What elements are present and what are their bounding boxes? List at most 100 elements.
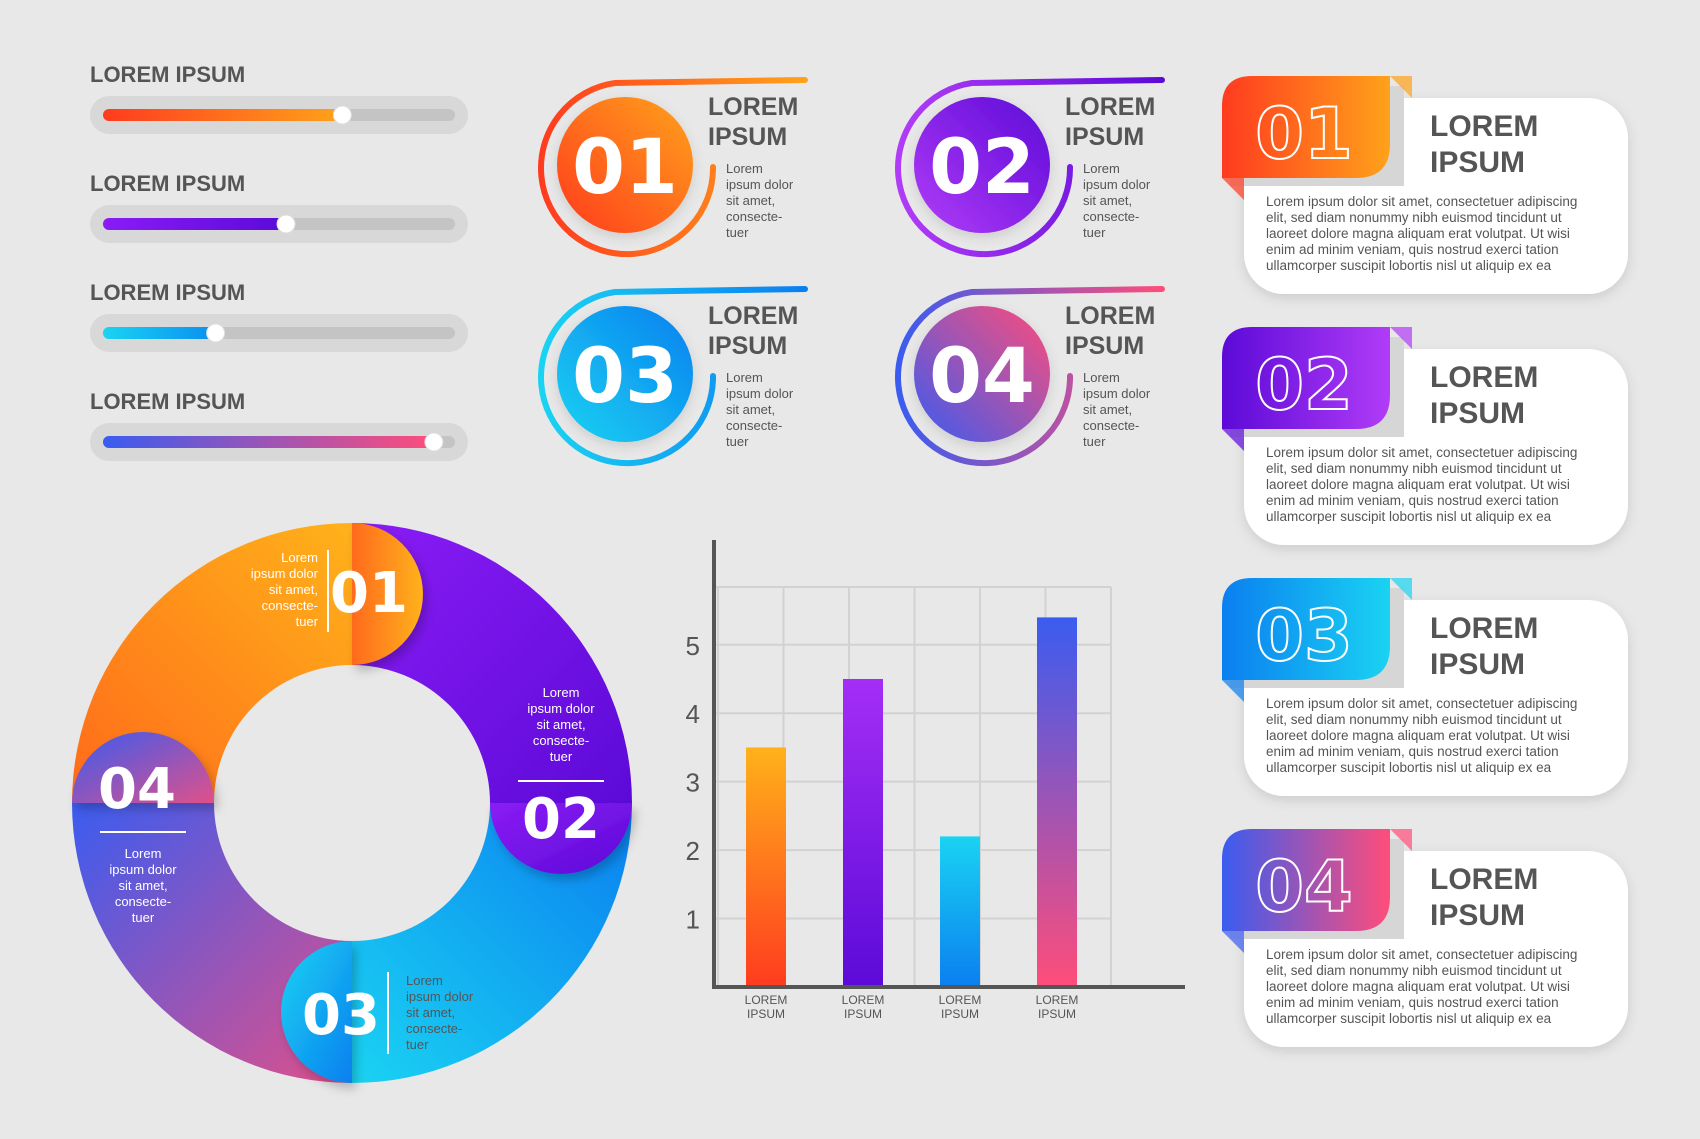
chart-y-tick-label: 1 bbox=[686, 905, 700, 935]
donut-cap-01: 01 Lorem ipsum dolor sit amet, consecte-… bbox=[251, 523, 423, 665]
badge-text-line: ipsum dolor bbox=[1083, 386, 1151, 401]
badge-circle bbox=[557, 306, 693, 442]
badge-title-line1: LOREM bbox=[1065, 302, 1155, 330]
slider-fill bbox=[103, 436, 434, 448]
badge-ring bbox=[895, 286, 1165, 467]
chart-x-tick-label: LOREM bbox=[745, 993, 788, 1007]
slider-label: LOREM IPSUM bbox=[90, 62, 245, 87]
card-body-line: Lorem ipsum dolor sit amet, consectetuer… bbox=[1266, 445, 1577, 460]
badge-text-line: sit amet, bbox=[1083, 402, 1132, 417]
slider-fill bbox=[103, 327, 216, 339]
donut-cap bbox=[72, 732, 214, 803]
donut-text-line: consecte- bbox=[262, 598, 318, 613]
card-fold bbox=[1222, 680, 1244, 702]
donut-text-line: sit amet, bbox=[536, 717, 585, 732]
card-01: 01 LOREM IPSUM Lorem ipsum dolor sit ame… bbox=[1222, 76, 1628, 294]
slider-4: LOREM IPSUM bbox=[90, 389, 468, 461]
donut-text-line: Lorem bbox=[125, 846, 162, 861]
card-title-line2: IPSUM bbox=[1430, 648, 1525, 681]
slider-1: LOREM IPSUM bbox=[90, 62, 468, 134]
badge-ring bbox=[538, 286, 808, 467]
chart-bar bbox=[746, 747, 786, 987]
slider-label: LOREM IPSUM bbox=[90, 389, 245, 414]
chart-x-tick-label: IPSUM bbox=[844, 1007, 882, 1021]
badge-circle bbox=[914, 97, 1050, 233]
chart-x-tick-label: IPSUM bbox=[941, 1007, 979, 1021]
donut-cap bbox=[490, 803, 632, 874]
slider-thumb[interactable] bbox=[424, 432, 444, 452]
badge-text-line: consecte- bbox=[726, 209, 782, 224]
badge-title-line2: IPSUM bbox=[708, 123, 787, 151]
card-body-line: enim ad minim veniam, quis nostrud exerc… bbox=[1266, 493, 1559, 508]
donut-text-line: tuer bbox=[550, 749, 573, 764]
card-number: 03 bbox=[1255, 595, 1352, 677]
slider-thumb[interactable] bbox=[206, 323, 226, 343]
donut-text-line: tuer bbox=[296, 614, 319, 629]
badge-02: 02 LOREM IPSUM Lorem ipsum dolor sit ame… bbox=[895, 77, 1165, 258]
badge-title-line2: IPSUM bbox=[1065, 332, 1144, 360]
card-tab bbox=[1222, 327, 1390, 429]
donut-cap bbox=[281, 941, 352, 1083]
donut-number: 02 bbox=[522, 787, 600, 852]
card-title-line1: LOREM bbox=[1430, 863, 1538, 896]
donut-text-line: ipsum dolor bbox=[109, 862, 177, 877]
card-title-line1: LOREM bbox=[1430, 361, 1538, 394]
badge-text-line: consecte- bbox=[726, 418, 782, 433]
card-tab bbox=[1222, 578, 1390, 680]
donut-number: 03 bbox=[302, 983, 380, 1048]
slider-2: LOREM IPSUM bbox=[90, 171, 468, 243]
card-list: 01 LOREM IPSUM Lorem ipsum dolor sit ame… bbox=[1222, 76, 1628, 1047]
donut-number: 01 bbox=[330, 561, 408, 626]
card-body-line: enim ad minim veniam, quis nostrud exerc… bbox=[1266, 995, 1559, 1010]
card-fold bbox=[1390, 76, 1412, 98]
chart-x-tick-label: IPSUM bbox=[747, 1007, 785, 1021]
card-number: 02 bbox=[1255, 344, 1352, 426]
card-03: 03 LOREM IPSUM Lorem ipsum dolor sit ame… bbox=[1222, 578, 1628, 796]
card-title-line1: LOREM bbox=[1430, 612, 1538, 645]
card-body-line: elit, sed diam nonummy nibh euismod tinc… bbox=[1266, 210, 1562, 225]
chart-x-tick-label: IPSUM bbox=[1038, 1007, 1076, 1021]
chart-x-tick-label: LOREM bbox=[939, 993, 982, 1007]
slider-fill bbox=[103, 109, 343, 121]
slider-fill bbox=[103, 218, 287, 230]
slider-thumb[interactable] bbox=[332, 105, 352, 125]
donut-diagram: 01 Lorem ipsum dolor sit amet, consecte-… bbox=[72, 523, 632, 1083]
card-title-line2: IPSUM bbox=[1430, 397, 1525, 430]
card-04: 04 LOREM IPSUM Lorem ipsum dolor sit ame… bbox=[1222, 829, 1628, 1047]
badge-text-line: Lorem bbox=[726, 161, 763, 176]
card-fold bbox=[1390, 829, 1412, 851]
donut-text-line: ipsum dolor bbox=[406, 989, 474, 1004]
chart-y-tick-label: 3 bbox=[686, 768, 700, 798]
badge-03: 03 LOREM IPSUM Lorem ipsum dolor sit ame… bbox=[538, 286, 808, 467]
badge-circle bbox=[557, 97, 693, 233]
badge-text-line: tuer bbox=[726, 225, 749, 240]
slider-thumb[interactable] bbox=[276, 214, 296, 234]
badge-text-line: ipsum dolor bbox=[726, 177, 794, 192]
badge-number: 04 bbox=[929, 331, 1035, 420]
card-body-line: ullamcorper suscipit lobortis nisl ut al… bbox=[1266, 258, 1552, 273]
badge-text-line: consecte- bbox=[1083, 209, 1139, 224]
badge-grid: 01 LOREM IPSUM Lorem ipsum dolor sit ame… bbox=[538, 77, 1165, 467]
card-fold bbox=[1390, 327, 1412, 349]
card-title-line2: IPSUM bbox=[1430, 146, 1525, 179]
badge-title-line1: LOREM bbox=[708, 302, 798, 330]
card-body-line: laoreet dolore magna aliquam erat volutp… bbox=[1266, 477, 1570, 492]
donut-text-line: consecte- bbox=[533, 733, 589, 748]
badge-text-line: sit amet, bbox=[726, 193, 775, 208]
donut-text-line: sit amet, bbox=[406, 1005, 455, 1020]
card-body-line: laoreet dolore magna aliquam erat volutp… bbox=[1266, 979, 1570, 994]
card-fold bbox=[1222, 429, 1244, 451]
badge-text-line: Lorem bbox=[1083, 370, 1120, 385]
badge-text-line: consecte- bbox=[1083, 418, 1139, 433]
badge-title-line1: LOREM bbox=[708, 93, 798, 121]
badge-text-line: tuer bbox=[1083, 434, 1106, 449]
donut-text-line: tuer bbox=[406, 1037, 429, 1052]
card-body-line: ullamcorper suscipit lobortis nisl ut al… bbox=[1266, 760, 1552, 775]
donut-cap bbox=[352, 523, 423, 665]
card-fold bbox=[1222, 178, 1244, 200]
slider-label: LOREM IPSUM bbox=[90, 280, 245, 305]
chart-y-tick-label: 5 bbox=[686, 631, 700, 661]
card-body-line: Lorem ipsum dolor sit amet, consectetuer… bbox=[1266, 194, 1577, 209]
